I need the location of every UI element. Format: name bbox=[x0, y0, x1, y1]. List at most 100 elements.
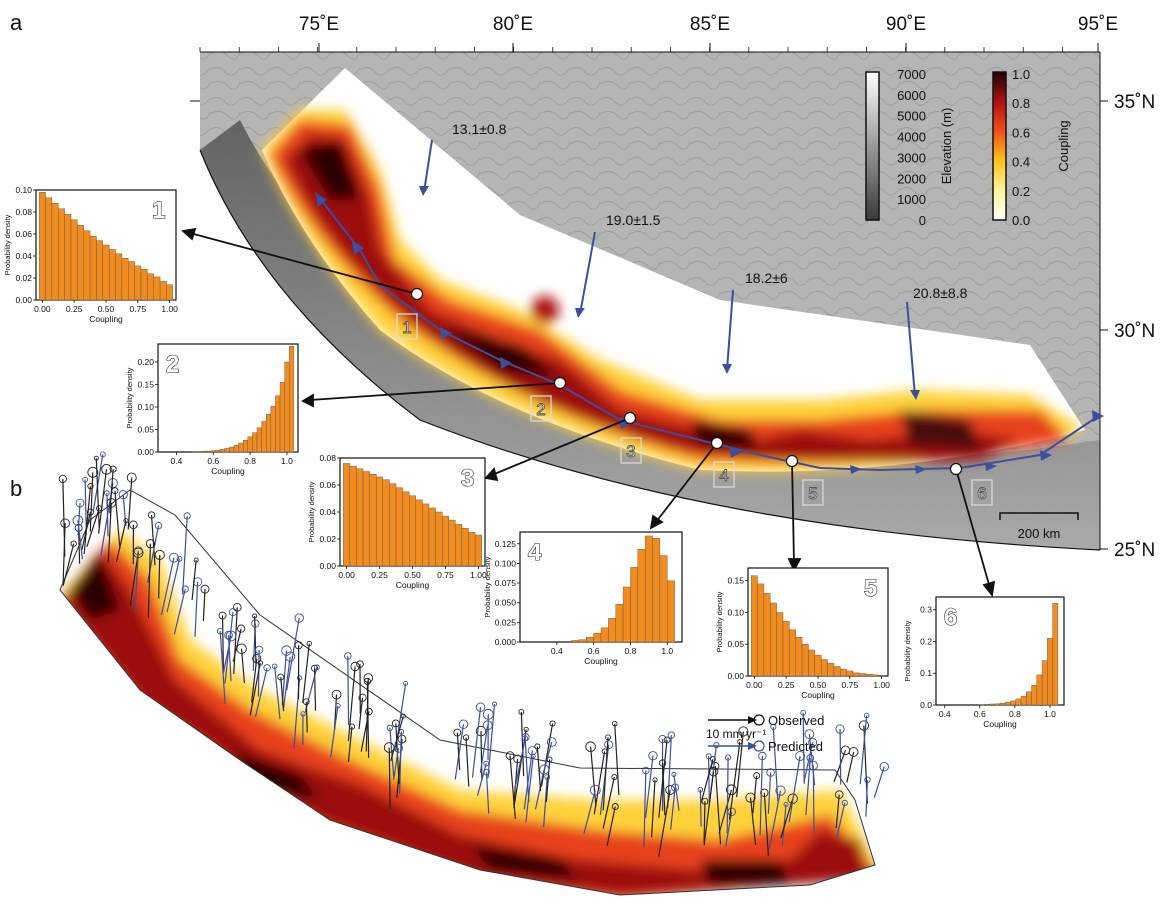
histogram-bar bbox=[593, 633, 602, 643]
histogram-xtick: 0.75 bbox=[437, 570, 454, 580]
histogram-bar bbox=[859, 673, 866, 677]
histogram-bar bbox=[289, 346, 295, 453]
histogram-xtick: 0.00 bbox=[34, 304, 51, 314]
histogram-ytick: 0.3 bbox=[920, 605, 932, 615]
histogram-ytick: 0.02 bbox=[319, 534, 336, 544]
rate-label-2: 19.0±1.5 bbox=[606, 212, 661, 228]
histogram-ytick: 0.000 bbox=[495, 637, 517, 647]
histogram-bar bbox=[252, 432, 258, 453]
lat-tick-label: 25˚N bbox=[1114, 540, 1155, 561]
histogram-bar bbox=[219, 449, 225, 453]
histogram-xtick: 0.25 bbox=[778, 680, 795, 690]
svg-text:200 km: 200 km bbox=[1018, 526, 1061, 541]
histogram-ytick: 0.1 bbox=[920, 668, 932, 678]
rate-label-1: 13.1±0.8 bbox=[452, 121, 507, 137]
histogram-bar bbox=[820, 659, 828, 677]
histogram-bar bbox=[369, 474, 377, 567]
histogram-xtick: 1.00 bbox=[873, 680, 890, 690]
histogram-xtick: 0.4 bbox=[551, 646, 563, 656]
histogram-xtick: 0.8 bbox=[244, 456, 256, 466]
histogram-bar bbox=[571, 640, 580, 643]
histogram-xtick: 0.50 bbox=[98, 304, 115, 314]
histogram-bar bbox=[256, 427, 262, 453]
histogram-ytick: 0.050 bbox=[495, 598, 517, 608]
histogram-bar bbox=[266, 414, 272, 453]
histogram-number: 2 bbox=[166, 351, 179, 378]
histogram-bar bbox=[247, 436, 253, 453]
histogram-ylabel: Probability density bbox=[715, 591, 724, 652]
histogram-bar bbox=[275, 395, 281, 453]
histogram-bar bbox=[422, 503, 430, 567]
histogram-bar bbox=[448, 519, 456, 567]
histogram-xtick: 0.75 bbox=[130, 304, 147, 314]
foreland-basin bbox=[200, 120, 1100, 550]
histogram-bar bbox=[395, 487, 403, 567]
segment-markers: 1 2 3 4 5 6 bbox=[396, 313, 993, 506]
histogram-bar bbox=[776, 612, 784, 677]
histogram-bar bbox=[229, 446, 235, 453]
histogram-bar bbox=[115, 253, 123, 301]
histogram-ytick: 0.00 bbox=[319, 561, 336, 571]
histogram-bar bbox=[637, 549, 646, 643]
lat-tick-label: 30˚N bbox=[1114, 321, 1155, 342]
histogram-number: 3 bbox=[461, 465, 474, 492]
histogram-bar bbox=[279, 382, 285, 453]
histogram-number: 5 bbox=[864, 575, 877, 602]
histogram-xtick: 0.50 bbox=[404, 570, 421, 580]
segment-label-2: 2 bbox=[536, 400, 545, 419]
histogram-bar bbox=[402, 491, 410, 567]
histogram-bar bbox=[865, 673, 873, 677]
histogram-ytick: 0.05 bbox=[727, 639, 744, 649]
histogram-bar bbox=[349, 465, 357, 567]
histogram-ytick: 0.0 bbox=[920, 700, 932, 710]
histogram-xlabel: Coupling bbox=[396, 580, 430, 590]
histogram-bar bbox=[441, 515, 449, 567]
histogram-bar bbox=[801, 644, 809, 677]
elevation-colorbar-title: Elevation (m) bbox=[939, 108, 954, 185]
lon-tick-label: 80˚E bbox=[493, 14, 533, 35]
histogram-bar bbox=[461, 528, 469, 567]
histogram-bar bbox=[121, 258, 129, 301]
segment-label-3: 3 bbox=[626, 442, 635, 461]
histogram-bar bbox=[102, 244, 110, 301]
histogram-bar bbox=[659, 555, 668, 643]
histogram-bar bbox=[108, 249, 116, 301]
histogram-bar bbox=[1041, 660, 1048, 706]
histogram-bar bbox=[409, 495, 416, 567]
histogram-number: 1 bbox=[152, 197, 165, 224]
histogram-bar bbox=[615, 604, 624, 643]
histogram-bar bbox=[215, 450, 221, 453]
histogram-xlabel: Coupling bbox=[801, 690, 835, 700]
histogram-xtick: 0.50 bbox=[810, 680, 827, 690]
histogram-bar bbox=[51, 202, 59, 301]
colorbar-tick: 0.2 bbox=[1012, 184, 1030, 199]
histogram-bar bbox=[763, 593, 771, 677]
lon-tick-label: 95˚E bbox=[1078, 14, 1118, 35]
histogram-bar bbox=[428, 507, 436, 567]
lon-tick-label: 75˚E bbox=[299, 14, 339, 35]
histogram-bar bbox=[750, 575, 758, 677]
histogram-xtick: 0.25 bbox=[66, 304, 83, 314]
histogram-bar bbox=[128, 261, 135, 301]
histogram-bar bbox=[45, 197, 53, 301]
histogram-bar bbox=[833, 666, 841, 677]
histogram-xtick: 1.0 bbox=[281, 456, 293, 466]
colorbar-tick: 0.8 bbox=[1012, 96, 1030, 111]
histogram-xtick: 0.00 bbox=[746, 680, 763, 690]
histogram-bar bbox=[362, 471, 370, 567]
histogram-ytick: 0.04 bbox=[15, 251, 32, 261]
histogram-number: 6 bbox=[944, 604, 957, 631]
histogram-xtick: 0.00 bbox=[338, 570, 355, 580]
histogram-bar bbox=[999, 702, 1006, 706]
histogram-ytick: 0.08 bbox=[15, 207, 32, 217]
histogram-bar bbox=[210, 450, 216, 453]
longitude-ticks: 75˚E 80˚E 85˚E 90˚E 95˚E bbox=[199, 14, 1118, 52]
histogram-bar bbox=[224, 448, 230, 453]
histogram-ytick: 0.15 bbox=[727, 576, 744, 586]
histogram-bar bbox=[206, 450, 212, 453]
colorbar-tick: 0.6 bbox=[1012, 125, 1030, 140]
histogram-bar bbox=[782, 621, 790, 677]
latitude-ticks: 35˚N 30˚N 25˚N bbox=[190, 92, 1155, 561]
histogram-xtick: 1.0 bbox=[1044, 709, 1056, 719]
